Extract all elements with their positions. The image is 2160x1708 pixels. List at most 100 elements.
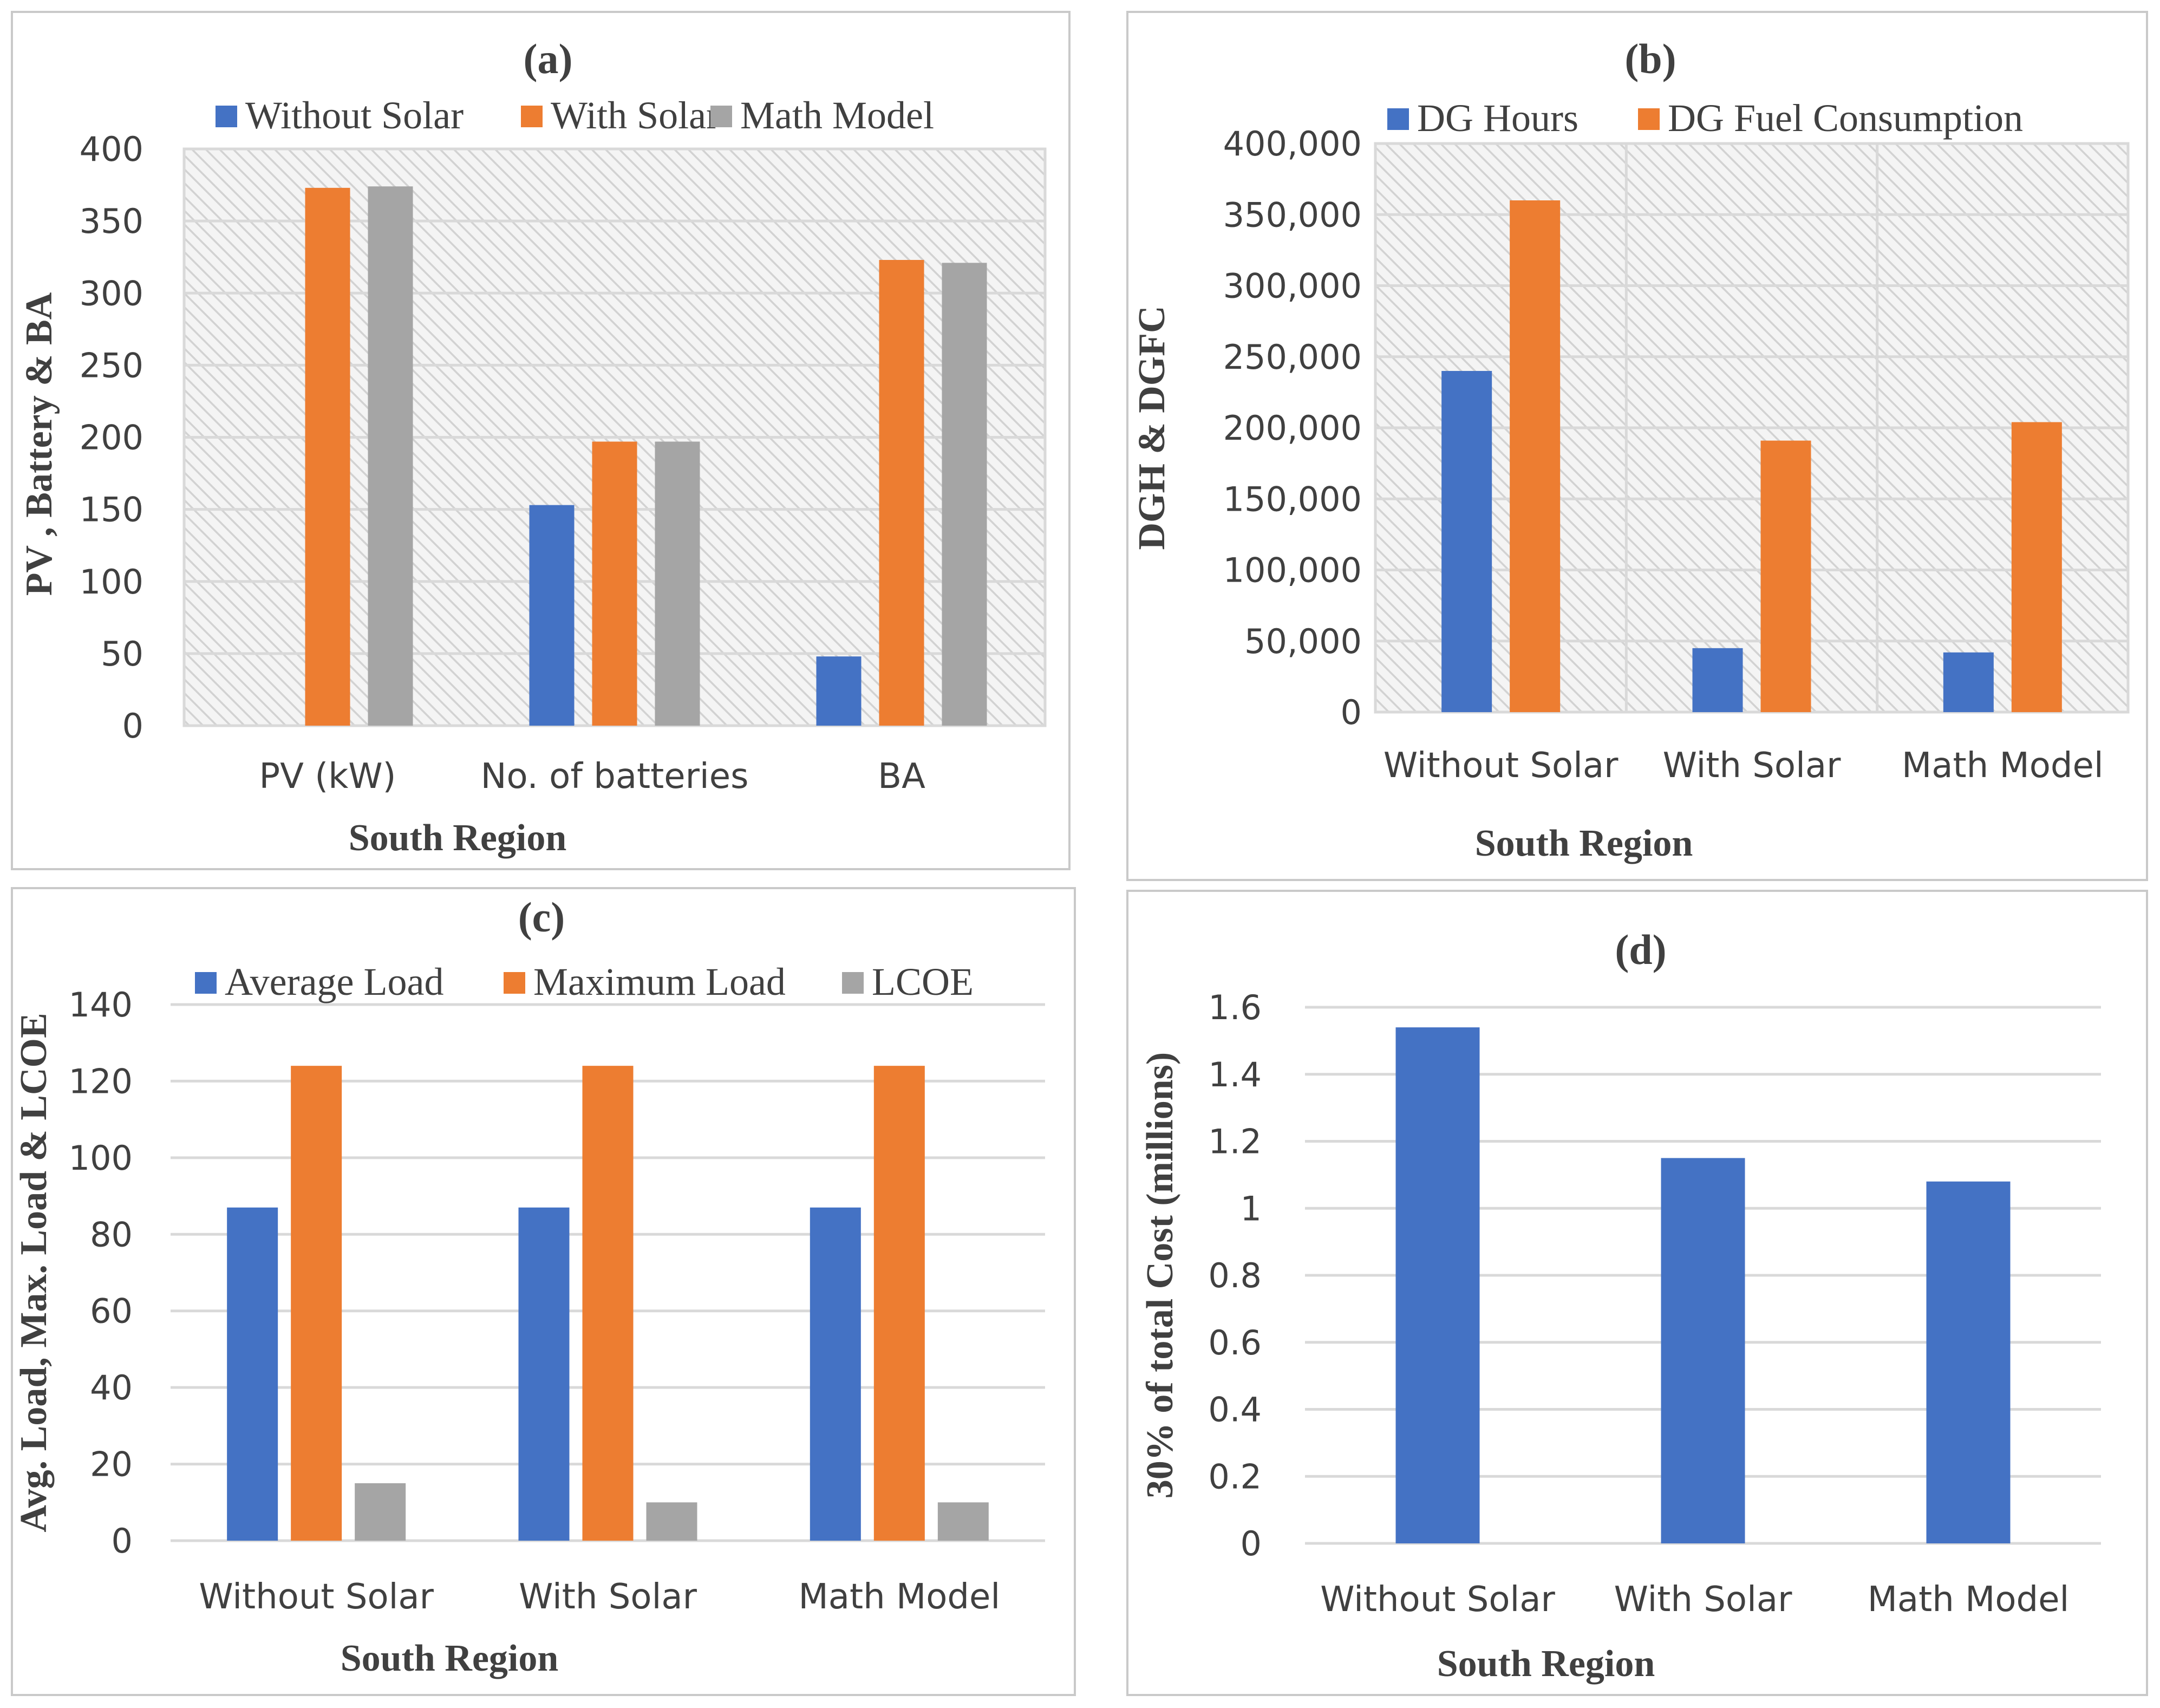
- legend-label: Math Model: [740, 94, 934, 137]
- y-tick-label: 400,000: [1223, 124, 1362, 164]
- bar-math-model-0: [368, 186, 413, 726]
- bar-with-solar-0: [305, 187, 350, 726]
- y-axis-title: 30% of total Cost (millions): [1139, 1052, 1181, 1498]
- y-tick-label: 400: [80, 129, 143, 169]
- plot-border: [1374, 142, 2130, 714]
- y-tick-label: 0.6: [1208, 1323, 1262, 1363]
- legend-swatch: [216, 106, 237, 127]
- chart-panel-3: (d) 0 0.2 0.4 0.6 0.8 1 1.2 1.4 1.6 Without Solar W…: [1126, 890, 2148, 1696]
- bar-value-1: [1661, 1158, 1745, 1543]
- x-category-label: Math Model: [1868, 1580, 2070, 1620]
- legend-label: LCOE: [872, 960, 974, 1003]
- bar-without-solar-2: [816, 656, 862, 726]
- x-category-label: Math Model: [799, 1577, 1001, 1617]
- y-tick-label: 60: [90, 1292, 133, 1331]
- bar-math-model-2: [942, 263, 987, 726]
- bar-lcoe-2: [937, 1502, 989, 1541]
- bar-maximum-load-1: [582, 1066, 634, 1541]
- x-axis-title: South Region: [1437, 1643, 1655, 1685]
- bar-value-0: [1395, 1027, 1480, 1543]
- bar-dg-fuel-consumption-1: [1760, 440, 1811, 712]
- legend-label: Average Load: [225, 960, 443, 1003]
- y-tick-label: 200: [80, 418, 143, 458]
- y-tick-label: 250,000: [1223, 337, 1362, 377]
- y-tick-label: 350,000: [1223, 195, 1362, 234]
- y-tick-label: 140: [69, 985, 133, 1025]
- bar-dg-hours-0: [1441, 371, 1492, 712]
- bar-average-load-2: [810, 1207, 861, 1541]
- panel-label: (a): [524, 35, 573, 82]
- legend-swatch: [1638, 108, 1660, 130]
- y-axis-title: PV , Battery & BA: [18, 292, 60, 596]
- x-category-label: With Solar: [1614, 1580, 1792, 1620]
- x-category-label: Without Solar: [1320, 1580, 1555, 1620]
- y-tick-label: 50,000: [1244, 622, 1362, 661]
- bar-with-solar-1: [592, 441, 637, 726]
- legend-label: DG Hours: [1417, 96, 1578, 140]
- y-tick-label: 200,000: [1223, 408, 1362, 448]
- legend-label: Without Solar: [245, 94, 464, 137]
- panel-label: (b): [1624, 35, 1676, 82]
- y-axis-title: DGH & DGFC: [1131, 305, 1173, 550]
- legend-label: Maximum Load: [533, 960, 786, 1003]
- chart-panel-1: (b) 0 50,000 100,000 150,000 200,000 250,000 30…: [1126, 11, 2148, 881]
- bar-without-solar-1: [529, 505, 575, 726]
- y-tick-label: 1.2: [1208, 1122, 1262, 1162]
- legend-label: DG Fuel Consumption: [1668, 96, 2023, 140]
- y-tick-label: 0: [112, 1521, 133, 1561]
- y-tick-label: 100: [80, 562, 143, 602]
- x-category-label: No. of batteries: [481, 757, 749, 797]
- y-tick-label: 80: [90, 1215, 133, 1254]
- chart-panel-0: (a) 0 50 100 150 200 250 300 350 400 PV (kW) No. of…: [11, 11, 1071, 870]
- bar-math-model-1: [655, 441, 700, 726]
- y-tick-label: 100,000: [1223, 551, 1362, 590]
- y-tick-label: 0: [122, 706, 143, 746]
- x-axis-title: South Region: [1475, 823, 1693, 864]
- panel-label: (d): [1615, 926, 1666, 973]
- x-category-label: Math Model: [1902, 746, 2104, 786]
- x-category-label: With Solar: [1663, 746, 1841, 786]
- y-tick-label: 50: [101, 634, 143, 674]
- bar-maximum-load-0: [291, 1066, 342, 1541]
- legend-swatch: [521, 106, 543, 127]
- bar-average-load-1: [518, 1207, 570, 1541]
- x-category-label: With Solar: [519, 1577, 697, 1617]
- legend-label: With Solar: [551, 94, 719, 137]
- bar-dg-hours-1: [1692, 648, 1743, 712]
- y-tick-label: 150,000: [1223, 479, 1362, 519]
- x-axis-title: South Region: [349, 817, 567, 859]
- bar-average-load-0: [227, 1207, 278, 1541]
- bar-dg-hours-2: [1943, 652, 1994, 712]
- y-tick-label: 300: [80, 273, 143, 313]
- x-axis-title: South Region: [341, 1638, 559, 1679]
- bar-maximum-load-2: [873, 1066, 925, 1541]
- y-tick-label: 0: [1341, 693, 1362, 732]
- y-axis-title: Avg. Load, Max. Load & LCOE: [13, 1013, 55, 1532]
- y-tick-label: 0.4: [1208, 1390, 1262, 1430]
- y-tick-label: 1.4: [1208, 1055, 1262, 1094]
- y-tick-label: 0: [1241, 1524, 1262, 1563]
- panel-label: (c): [518, 894, 565, 941]
- chart-panel-2: (c) 0 20 40 60 80 100 120 140 Without Solar With S…: [11, 887, 1076, 1696]
- y-tick-label: 40: [90, 1368, 133, 1407]
- legend-swatch: [504, 972, 525, 994]
- y-tick-label: 1: [1241, 1189, 1262, 1228]
- y-tick-label: 0.2: [1208, 1457, 1262, 1496]
- legend-swatch: [710, 106, 732, 127]
- x-category-label: BA: [878, 757, 925, 797]
- y-tick-label: 150: [80, 490, 143, 530]
- y-tick-label: 250: [80, 345, 143, 385]
- y-tick-label: 20: [90, 1445, 133, 1484]
- y-tick-label: 1.6: [1208, 988, 1262, 1027]
- y-tick-label: 350: [80, 201, 143, 241]
- y-tick-label: 300,000: [1223, 266, 1362, 306]
- legend-swatch: [1387, 108, 1409, 130]
- bar-with-solar-2: [879, 260, 924, 726]
- x-category-label: PV (kW): [259, 757, 396, 797]
- y-tick-label: 120: [69, 1061, 133, 1101]
- bar-dg-fuel-consumption-2: [2011, 422, 2062, 712]
- legend-swatch: [842, 972, 864, 994]
- y-tick-label: 0.8: [1208, 1256, 1262, 1295]
- x-category-label: Without Solar: [1384, 746, 1619, 786]
